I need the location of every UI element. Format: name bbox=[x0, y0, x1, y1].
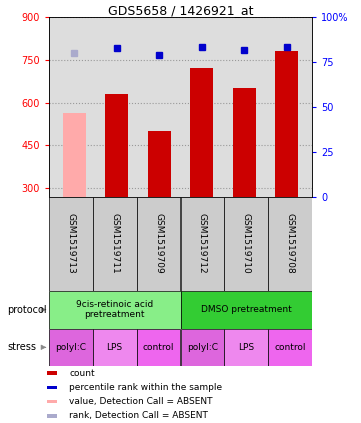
Text: stress: stress bbox=[7, 342, 36, 352]
Bar bbox=[268, 329, 312, 366]
Bar bbox=[180, 329, 225, 366]
Text: percentile rank within the sample: percentile rank within the sample bbox=[69, 383, 222, 392]
Bar bbox=[47, 386, 57, 389]
Bar bbox=[275, 51, 299, 197]
Text: 9cis-retinoic acid
pretreatment: 9cis-retinoic acid pretreatment bbox=[76, 300, 153, 319]
Bar bbox=[49, 291, 180, 329]
Bar bbox=[136, 197, 180, 291]
Text: GSM1519711: GSM1519711 bbox=[110, 213, 119, 274]
Bar bbox=[148, 131, 171, 197]
Text: LPS: LPS bbox=[106, 343, 123, 352]
Text: DMSO pretreatment: DMSO pretreatment bbox=[201, 305, 292, 314]
Text: count: count bbox=[69, 368, 95, 378]
Bar bbox=[93, 197, 136, 291]
Text: rank, Detection Call = ABSENT: rank, Detection Call = ABSENT bbox=[69, 411, 208, 420]
Bar bbox=[232, 88, 256, 197]
Text: GSM1519708: GSM1519708 bbox=[286, 213, 295, 274]
Text: control: control bbox=[275, 343, 306, 352]
Bar bbox=[47, 400, 57, 403]
Bar bbox=[49, 329, 93, 366]
Bar bbox=[62, 113, 86, 197]
Bar bbox=[93, 329, 136, 366]
Title: GDS5658 / 1426921_at: GDS5658 / 1426921_at bbox=[108, 4, 253, 17]
Text: LPS: LPS bbox=[238, 343, 255, 352]
Text: control: control bbox=[143, 343, 174, 352]
Bar bbox=[105, 94, 129, 197]
Text: protocol: protocol bbox=[7, 305, 47, 315]
Text: GSM1519713: GSM1519713 bbox=[66, 213, 75, 274]
Bar bbox=[190, 68, 213, 197]
Bar bbox=[49, 197, 93, 291]
Bar bbox=[268, 197, 312, 291]
Bar bbox=[225, 329, 268, 366]
Text: polyI:C: polyI:C bbox=[187, 343, 218, 352]
Bar bbox=[180, 197, 225, 291]
Bar bbox=[47, 414, 57, 418]
Bar bbox=[180, 291, 312, 329]
Text: polyI:C: polyI:C bbox=[55, 343, 86, 352]
Bar bbox=[225, 197, 268, 291]
Text: GSM1519709: GSM1519709 bbox=[154, 213, 163, 274]
Text: value, Detection Call = ABSENT: value, Detection Call = ABSENT bbox=[69, 397, 213, 406]
Bar bbox=[47, 371, 57, 375]
Text: GSM1519710: GSM1519710 bbox=[242, 213, 251, 274]
Bar bbox=[136, 329, 180, 366]
Text: GSM1519712: GSM1519712 bbox=[198, 213, 207, 274]
